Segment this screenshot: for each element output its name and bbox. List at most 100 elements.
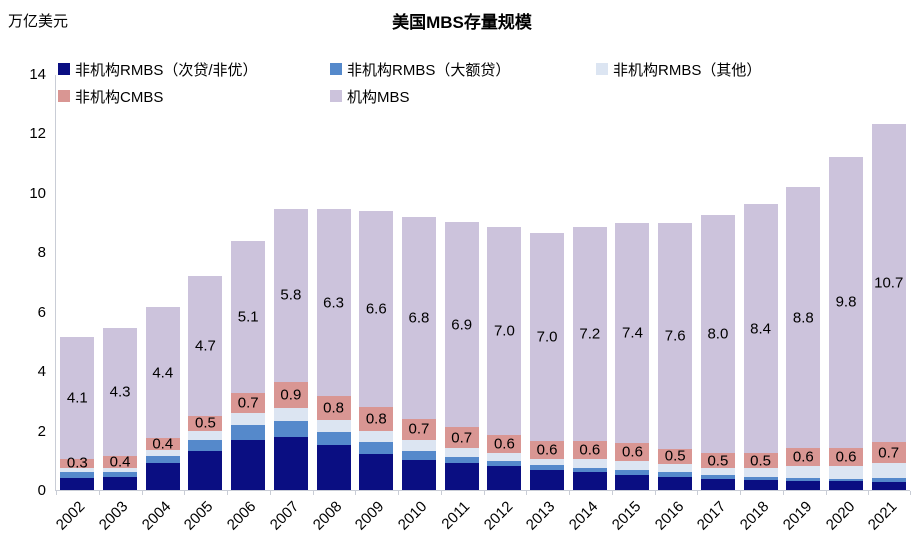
data-label: 8.4 [750,320,772,338]
legend-item: 非机构RMBS（大额贷） [330,56,596,82]
x-label-cell: 2016 [651,494,697,550]
bar-segment [145,450,180,456]
bar-segment: 0.8 [316,396,351,421]
x-label-cell: 2010 [394,494,440,550]
data-label: 5.8 [280,286,302,304]
bar-segment [829,481,863,490]
bar-segment [743,468,778,477]
x-tick-label: 2019 [779,498,816,534]
bar-segment [188,430,223,440]
bar-segment: 8.0 [700,215,735,454]
bar-segment [444,456,479,464]
bar-cell: 0.6 9.8 [825,75,868,490]
bar-segment [401,439,436,451]
stacked-bar-2014: 0.6 7.2 [572,227,607,490]
bar-segment: 0.6 [829,447,863,466]
x-tick-mark [569,491,570,495]
data-label: 8.8 [792,309,814,327]
bar-segment [103,476,138,490]
bar-segment [231,425,266,440]
y-tick-label: 14 [29,66,46,83]
x-tick-mark [868,491,870,495]
bar-cell: 0.5 7.6 [654,75,697,490]
x-tick-label: 2015 [608,498,645,534]
x-tick-mark [440,491,442,495]
stacked-bar-2021: 0.7 10.7 [871,124,906,490]
stacked-bar-2018: 0.5 8.4 [743,203,778,490]
stacked-bar-2003: 0.4 4.3 [103,327,138,490]
data-label: 7.4 [622,324,643,342]
x-tick-label: 2016 [651,498,687,534]
x-label-cell: 2018 [736,494,782,550]
bar-segment [658,476,693,490]
bar-cell: 0.6 8.8 [782,75,825,490]
x-label-cell: 2004 [138,494,184,550]
bar-cell: 0.3 4.1 [56,75,99,490]
bar-cell: 0.4 4.4 [141,75,184,490]
y-tick-label: 8 [37,244,46,262]
x-label-cell: 2017 [694,494,739,550]
bar-segment [572,468,607,473]
bar-cell: 0.4 4.3 [99,75,142,490]
bar-segment [103,471,138,477]
data-label: 7.2 [579,325,601,343]
bar-segment: 7.0 [487,227,522,436]
x-axis-labels: 2002 2003 2004 2005 2006 2007 2008 2009 2010 2011… [53,494,910,550]
x-tick-label: 2014 [565,498,602,534]
bar-cell: 0.5 4.7 [184,75,227,490]
bar-segment [145,455,180,464]
bars-row: 0.3 4.1 0.4 4.3 0.4 4.4 0.5 4.7 0.7 5.1 0.9 5.8 0.8 6… [56,75,910,490]
bar-cell: 0.6 7.0 [526,75,569,490]
x-tick-mark [312,491,314,495]
bar-segment: 10.7 [871,124,906,443]
x-tick-label: 2013 [523,498,559,534]
bar-segment: 8.4 [743,203,778,454]
bar-segment [530,469,565,490]
bar-cell: 0.8 6.3 [312,75,355,490]
bar-segment [829,478,863,482]
legend-item: 非机构RMBS（其他） [596,56,761,82]
data-label: 6.8 [408,309,430,327]
bar-segment: 6.3 [316,209,351,397]
bar-segment: 0.6 [487,435,522,454]
stacked-bar-2010: 0.7 6.8 [401,216,436,490]
x-tick-mark [611,491,613,495]
x-tick-label: 2018 [736,498,773,534]
stacked-bar-2019: 0.6 8.8 [786,186,821,490]
bar-segment: 0.6 [786,448,821,467]
bar-segment: 0.4 [145,437,180,452]
x-tick-label: 2010 [394,498,431,534]
x-tick-label: 2008 [309,498,345,534]
x-label-cell: 2011 [438,494,483,550]
bar-segment: 6.8 [401,216,436,419]
bar-segment [829,465,863,479]
data-label: 6.3 [323,294,344,312]
stacked-bar-2016: 0.5 7.6 [658,223,693,490]
data-label: 5.1 [237,308,259,326]
y-tick-label: 4 [37,363,46,381]
stacked-bar-2009: 0.8 6.6 [359,210,394,490]
bar-segment: 4.4 [145,307,180,439]
x-tick-label: 2004 [138,498,174,534]
x-label-cell: 2003 [95,494,141,550]
bar-segment [359,442,394,455]
x-tick-label: 2020 [822,498,858,534]
bar-segment: 7.0 [530,233,565,442]
data-label: 0.7 [408,420,430,438]
bar-segment: 7.2 [572,227,607,442]
bar-segment [487,453,522,462]
x-tick-label: 2003 [95,498,132,534]
bar-segment: 0.7 [871,442,906,463]
bar-segment [572,472,607,490]
x-tick-mark [184,491,186,495]
bar-cell: 0.7 6.8 [398,75,441,490]
bar-segment [658,463,693,473]
y-tick-label: 2 [37,422,46,440]
x-label-cell: 2014 [565,494,611,550]
data-label: 7.0 [493,322,515,340]
stacked-bar-2020: 0.6 9.8 [829,156,863,490]
data-label: 0.3 [66,454,88,472]
x-label-cell: 2005 [181,494,226,550]
x-tick-label: 2012 [480,498,516,534]
data-label: 6.9 [451,316,473,334]
